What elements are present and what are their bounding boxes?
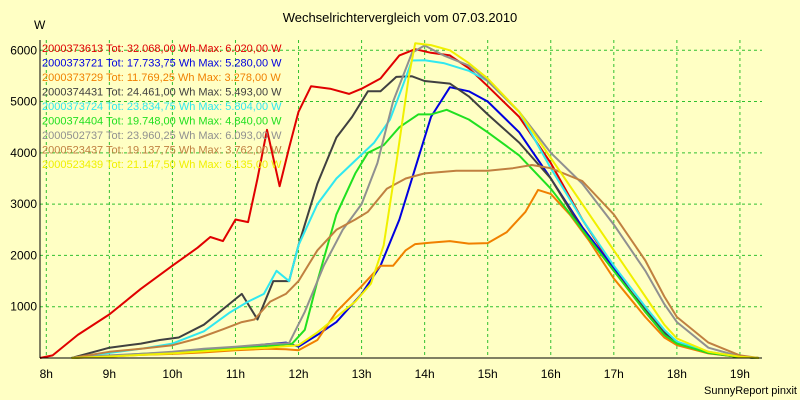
tick-label-layer: 1000 2000 3000 4000 5000 6000 8h 9h 10h 11h 12h 13h… [10,43,750,381]
x-tick-label: 8h [40,367,53,381]
legend-entry-7: 2000502737 Tot: 23.960,25 Wh Max: 6.093,… [42,130,282,142]
x-tick-label: 12h [289,367,309,381]
y-tick-label: 1000 [10,300,37,314]
legend-entry-9: 2000523439 Tot: 21.147,50 Wh Max: 6.135,… [42,159,282,171]
legend-entry-2: 2000373721 Tot: 17.733,75 Wh Max: 5.280,… [42,58,282,70]
y-tick-label: 3000 [10,197,37,211]
legend-entry-3: 2000373729 Tot: 11.769,25 Wh Max: 3.278,… [42,72,281,84]
legend: 2000373613 Tot: 32.068,00 Wh Max: 6.020,… [42,43,282,171]
series-line-8 [71,164,759,359]
y-tick-label: 6000 [10,43,37,57]
x-tick-label: 15h [478,367,498,381]
legend-entry-5: 2000373724 Tot: 23.834,75 Wh Max: 5.804,… [42,101,282,113]
legend-entry-4: 2000374431 Tot: 24.461,00 Wh Max: 5.493,… [42,87,282,99]
x-tick-label: 19h [730,367,750,381]
x-tick-label: 10h [162,367,182,381]
x-tick-label: 18h [667,367,687,381]
series-line-7 [71,44,759,359]
series-layer [39,42,759,359]
x-tick-label: 13h [352,367,372,381]
x-tick-label: 17h [604,367,624,381]
x-tick-label: 16h [541,367,561,381]
legend-entry-8: 2000523437 Tot: 19.137,75 Wh Max: 3.762,… [42,145,282,157]
grid-layer [40,40,762,358]
series-line-3 [71,188,759,359]
series-line-4 [71,75,759,359]
series-line-5 [71,59,759,359]
y-tick-label: 4000 [10,146,37,160]
legend-entry-1: 2000373613 Tot: 32.068,00 Wh Max: 6.020,… [42,43,282,55]
series-line-9 [71,42,759,359]
y-axis-unit-label: W [34,18,46,32]
y-tick-label: 2000 [10,248,37,262]
footer-credit: SunnyReport pinxit [704,385,797,397]
axis-layer [39,40,762,359]
legend-entry-6: 2000374404 Tot: 19.748,00 Wh Max: 4.840,… [42,116,282,128]
chart-title: Wechselrichtervergleich vom 07.03.2010 [283,10,518,25]
y-tick-label: 5000 [10,95,37,109]
x-tick-label: 9h [103,367,116,381]
x-tick-label: 11h [226,367,245,381]
x-tick-label: 14h [415,367,435,381]
